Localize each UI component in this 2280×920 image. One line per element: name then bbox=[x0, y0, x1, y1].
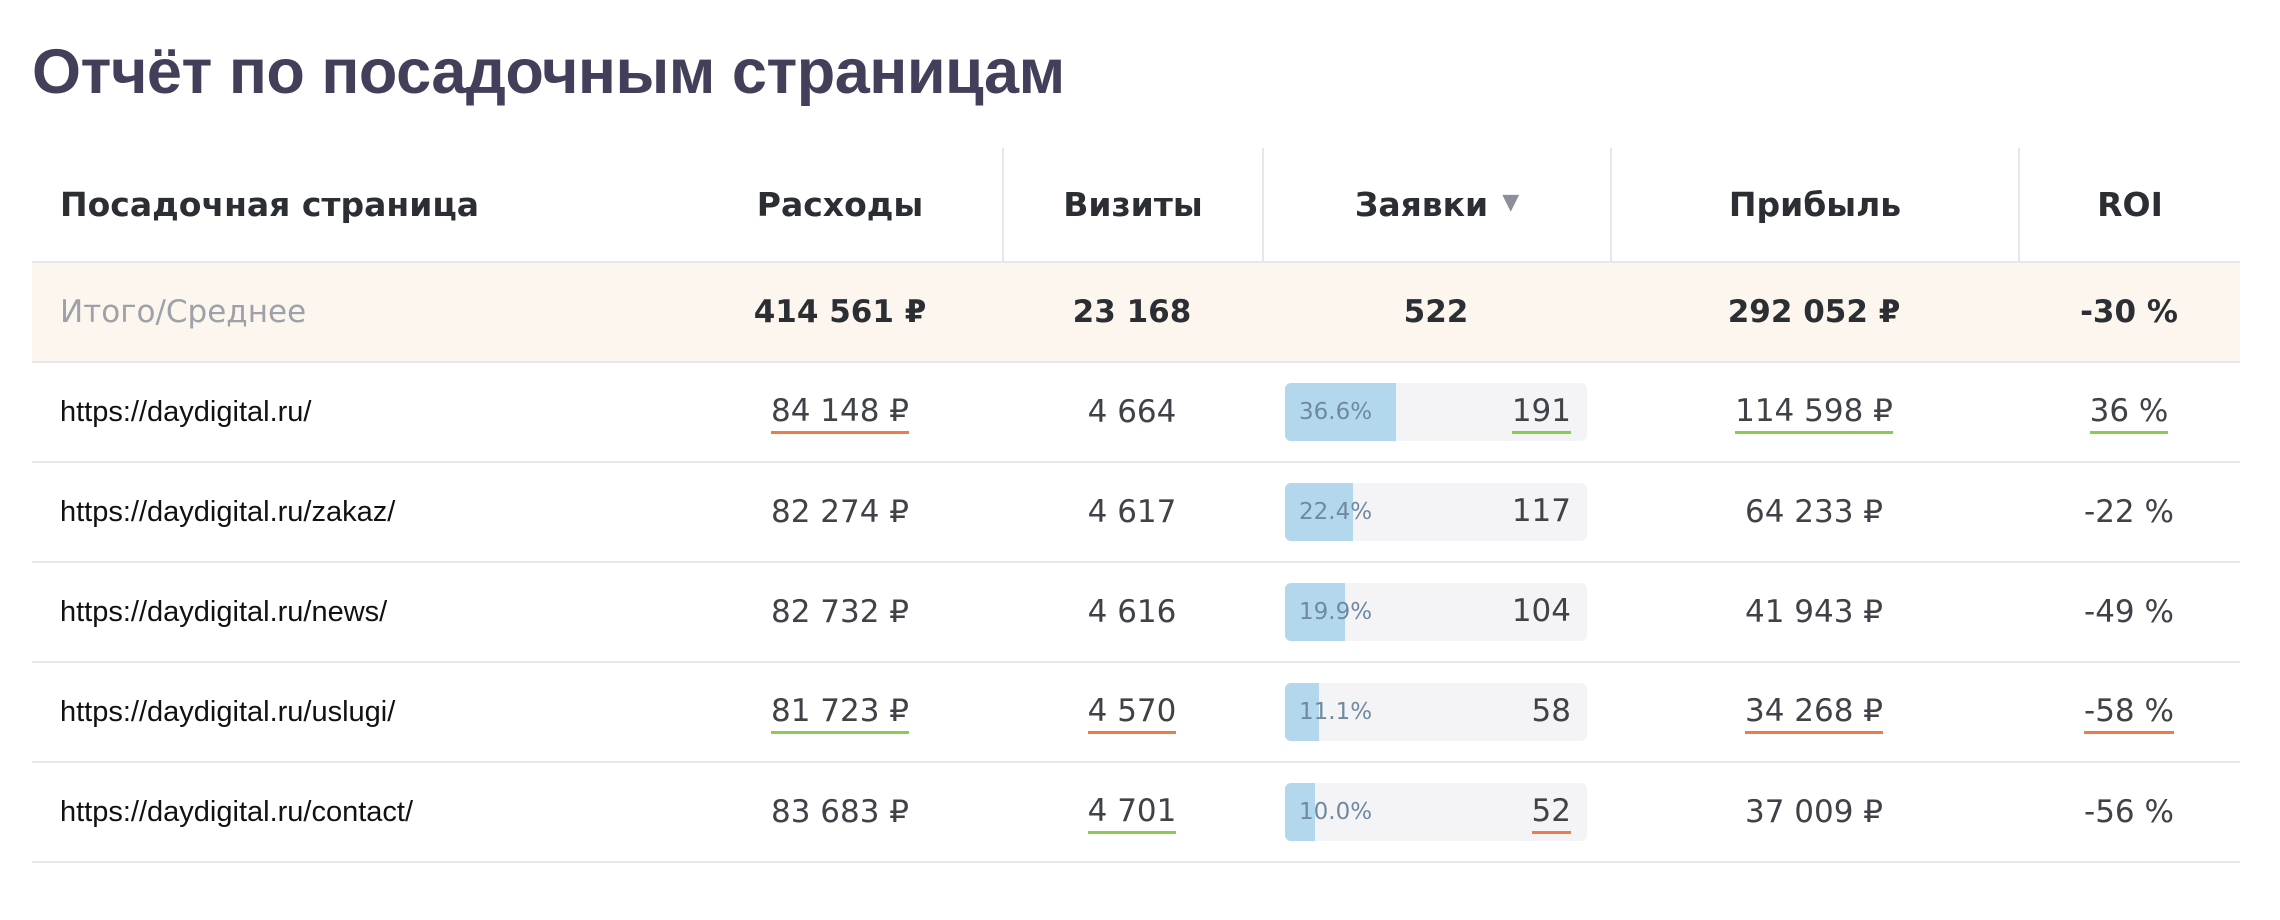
leads-share-fill bbox=[1285, 383, 1396, 441]
leads-value: 191 bbox=[1511, 391, 1571, 434]
leads-value: 52 bbox=[1531, 791, 1571, 834]
visits-cell: 4 701 bbox=[1002, 763, 1262, 861]
leads-value: 117 bbox=[1511, 493, 1571, 529]
visits-value: 4 616 bbox=[1087, 594, 1177, 630]
total-roi: -30 % bbox=[2080, 294, 2178, 330]
visits-cell: 4 616 bbox=[1002, 563, 1262, 661]
column-header-profit[interactable]: Прибыль bbox=[1610, 148, 2018, 261]
visits-value: 4 701 bbox=[1087, 791, 1177, 834]
total-profit: 292 052 ₽ bbox=[1727, 294, 1901, 330]
leads-share-bar: 10.0% 52 bbox=[1285, 783, 1587, 841]
table-row: https://daydigital.ru/news/ 82 732 ₽ 4 6… bbox=[32, 563, 2240, 663]
visits-cell: 4 664 bbox=[1002, 363, 1262, 461]
leads-cell: 10.0% 52 bbox=[1262, 763, 1610, 861]
profit-value: 37 009 ₽ bbox=[1744, 794, 1884, 830]
leads-share-percent: 22.4% bbox=[1299, 499, 1373, 525]
roi-cell: -49 % bbox=[2018, 563, 2240, 661]
page-url-cell: https://daydigital.ru/zakaz/ bbox=[32, 463, 678, 561]
table-row: https://daydigital.ru/contact/ 83 683 ₽ … bbox=[32, 763, 2240, 863]
leads-share-bar: 22.4% 117 bbox=[1285, 483, 1587, 541]
total-label: Итого/Среднее bbox=[60, 294, 307, 330]
leads-cell: 19.9% 104 bbox=[1262, 563, 1610, 661]
leads-cell: 36.6% 191 bbox=[1262, 363, 1610, 461]
roi-value: -49 % bbox=[2084, 594, 2174, 630]
landing-pages-report-table: Посадочная страница Расходы Визиты Заявк… bbox=[32, 148, 2240, 863]
cost-cell: 82 274 ₽ bbox=[678, 463, 1002, 561]
roi-cell: -22 % bbox=[2018, 463, 2240, 561]
page-url-cell: https://daydigital.ru/uslugi/ bbox=[32, 663, 678, 761]
cost-cell: 83 683 ₽ bbox=[678, 763, 1002, 861]
total-cost: 414 561 ₽ bbox=[753, 294, 927, 330]
cost-value: 83 683 ₽ bbox=[770, 794, 910, 830]
column-header-visits[interactable]: Визиты bbox=[1002, 148, 1262, 261]
profit-cell: 37 009 ₽ bbox=[1610, 763, 2018, 861]
leads-share-fill bbox=[1285, 483, 1353, 541]
leads-value: 58 bbox=[1531, 693, 1571, 729]
leads-share-percent: 19.9% bbox=[1299, 599, 1373, 625]
profit-cell: 64 233 ₽ bbox=[1610, 463, 2018, 561]
page-url-link[interactable]: https://daydigital.ru/news/ bbox=[60, 595, 388, 628]
visits-cell: 4 570 bbox=[1002, 663, 1262, 761]
page-url-cell: https://daydigital.ru/news/ bbox=[32, 563, 678, 661]
leads-share-bar: 19.9% 104 bbox=[1285, 583, 1587, 641]
cost-cell: 81 723 ₽ bbox=[678, 663, 1002, 761]
visits-cell: 4 617 bbox=[1002, 463, 1262, 561]
column-header-roi[interactable]: ROI bbox=[2018, 148, 2240, 261]
leads-value: 104 bbox=[1511, 593, 1571, 629]
leads-share-fill bbox=[1285, 583, 1346, 641]
total-visits: 23 168 bbox=[1072, 294, 1192, 330]
table-row: https://daydigital.ru/uslugi/ 81 723 ₽ 4… bbox=[32, 663, 2240, 763]
sort-desc-triangle-icon[interactable]: ▼ bbox=[1502, 190, 1520, 215]
cost-cell: 82 732 ₽ bbox=[678, 563, 1002, 661]
cost-value: 82 274 ₽ bbox=[770, 494, 910, 530]
table-header-row: Посадочная страница Расходы Визиты Заявк… bbox=[32, 148, 2240, 263]
visits-value: 4 570 bbox=[1087, 691, 1177, 734]
visits-value: 4 617 bbox=[1087, 494, 1177, 530]
leads-share-bar: 36.6% 191 bbox=[1285, 383, 1587, 441]
roi-cell: 36 % bbox=[2018, 363, 2240, 461]
table-row: https://daydigital.ru/ 84 148 ₽ 4 664 36… bbox=[32, 363, 2240, 463]
leads-share-bar: 11.1% 58 bbox=[1285, 683, 1587, 741]
total-leads: 522 bbox=[1403, 294, 1469, 330]
column-header-page[interactable]: Посадочная страница bbox=[60, 185, 480, 224]
cost-value: 82 732 ₽ bbox=[770, 594, 910, 630]
leads-share-percent: 11.1% bbox=[1299, 699, 1373, 725]
profit-value: 41 943 ₽ bbox=[1744, 594, 1884, 630]
cost-value: 81 723 ₽ bbox=[770, 691, 910, 734]
roi-cell: -56 % bbox=[2018, 763, 2240, 861]
leads-share-percent: 36.6% bbox=[1299, 399, 1373, 425]
profit-value: 114 598 ₽ bbox=[1735, 391, 1893, 434]
profit-cell: 34 268 ₽ bbox=[1610, 663, 2018, 761]
cost-value: 84 148 ₽ bbox=[770, 391, 910, 434]
page-url-cell: https://daydigital.ru/contact/ bbox=[32, 763, 678, 861]
profit-cell: 41 943 ₽ bbox=[1610, 563, 2018, 661]
profit-cell: 114 598 ₽ bbox=[1610, 363, 2018, 461]
leads-cell: 11.1% 58 bbox=[1262, 663, 1610, 761]
cost-cell: 84 148 ₽ bbox=[678, 363, 1002, 461]
page-url-link[interactable]: https://daydigital.ru/ bbox=[60, 395, 312, 428]
page-title: Отчёт по посадочным страницам bbox=[32, 37, 1065, 107]
page-url-cell: https://daydigital.ru/ bbox=[32, 363, 678, 461]
page-url-link[interactable]: https://daydigital.ru/zakaz/ bbox=[60, 495, 396, 528]
profit-value: 34 268 ₽ bbox=[1744, 691, 1884, 734]
table-body: https://daydigital.ru/ 84 148 ₽ 4 664 36… bbox=[32, 363, 2240, 863]
roi-value: -58 % bbox=[2084, 691, 2174, 734]
column-header-leads-label: Заявки bbox=[1354, 185, 1489, 224]
roi-value: -22 % bbox=[2084, 494, 2174, 530]
roi-value: -56 % bbox=[2084, 794, 2174, 830]
roi-cell: -58 % bbox=[2018, 663, 2240, 761]
total-row: Итого/Среднее 414 561 ₽ 23 168 522 292 0… bbox=[32, 263, 2240, 363]
table-row: https://daydigital.ru/zakaz/ 82 274 ₽ 4 … bbox=[32, 463, 2240, 563]
column-header-cost[interactable]: Расходы bbox=[756, 185, 924, 224]
profit-value: 64 233 ₽ bbox=[1744, 494, 1884, 530]
visits-value: 4 664 bbox=[1087, 394, 1177, 430]
leads-share-fill bbox=[1285, 783, 1316, 841]
leads-share-percent: 10.0% bbox=[1299, 799, 1373, 825]
roi-value: 36 % bbox=[2089, 391, 2169, 434]
page-url-link[interactable]: https://daydigital.ru/contact/ bbox=[60, 795, 414, 828]
leads-cell: 22.4% 117 bbox=[1262, 463, 1610, 561]
leads-share-fill bbox=[1285, 683, 1319, 741]
page-url-link[interactable]: https://daydigital.ru/uslugi/ bbox=[60, 695, 396, 728]
column-header-leads[interactable]: Заявки ▼ bbox=[1262, 148, 1610, 261]
